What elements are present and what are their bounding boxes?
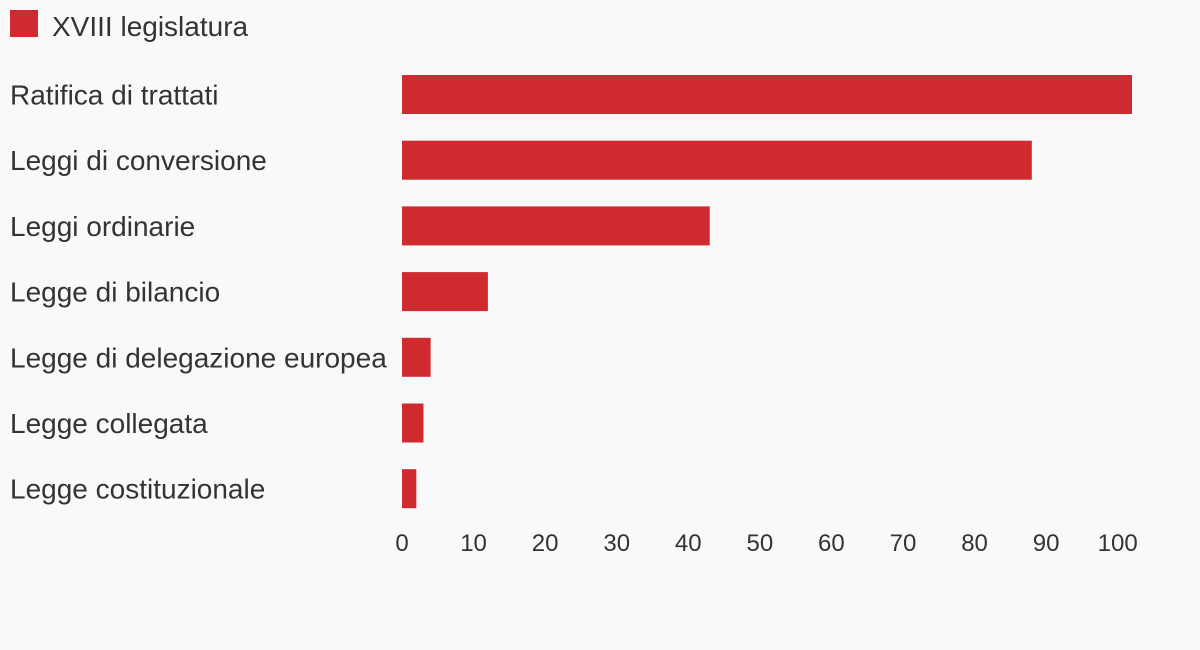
legend-swatch	[10, 10, 38, 37]
x-tick-label: 10	[460, 530, 487, 557]
category-label: Legge di delegazione europea	[10, 342, 387, 373]
bar[interactable]	[402, 75, 1132, 114]
x-tick-label: 90	[1033, 530, 1060, 557]
x-tick-label: 30	[603, 530, 630, 557]
category-label: Leggi di conversione	[10, 145, 267, 176]
category-label: Leggi ordinarie	[10, 211, 195, 242]
category-labels: Ratifica di trattati Leggi di conversione…	[10, 80, 387, 505]
x-tick-label: 60	[818, 530, 845, 557]
bar[interactable]	[402, 403, 424, 443]
x-tick-label: 40	[675, 530, 702, 557]
bar[interactable]	[402, 272, 488, 312]
category-label: Legge costituzionale	[10, 474, 265, 505]
x-tick-label: 50	[746, 530, 773, 557]
chart-legend[interactable]: XVIII legislatura	[10, 10, 249, 42]
x-tick-label: 20	[532, 530, 559, 557]
legend-label: XVIII legislatura	[52, 11, 249, 42]
x-tick-label: 0	[395, 530, 408, 557]
bar[interactable]	[402, 469, 417, 509]
bars	[402, 75, 1132, 509]
x-tick-label: 80	[961, 530, 988, 557]
x-tick-label: 70	[890, 530, 917, 557]
bar[interactable]	[402, 337, 431, 377]
category-label: Legge di bilancio	[10, 277, 220, 308]
x-tick-label: 100	[1098, 530, 1138, 557]
x-axis-ticks: 0 10 20 30 40 50 60 70 80 90 100	[395, 530, 1137, 557]
category-label: Legge collegata	[10, 408, 208, 439]
category-label: Ratifica di trattati	[10, 80, 219, 111]
bar[interactable]	[402, 206, 710, 246]
bar[interactable]	[402, 140, 1032, 180]
